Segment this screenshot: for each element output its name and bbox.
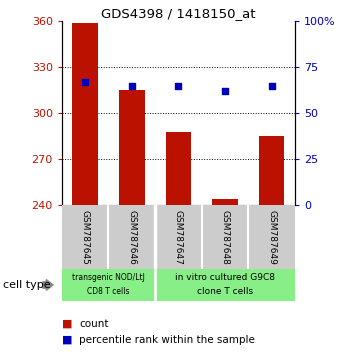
Text: GSM787649: GSM787649 [267, 210, 276, 265]
Title: GDS4398 / 1418150_at: GDS4398 / 1418150_at [101, 7, 256, 20]
Bar [72, 23, 98, 205]
Bar [259, 136, 284, 205]
Bar [119, 90, 144, 205]
Text: GSM787647: GSM787647 [174, 210, 183, 265]
Text: in vitro cultured G9C8: in vitro cultured G9C8 [175, 273, 275, 282]
Text: ■: ■ [62, 319, 72, 329]
Text: clone T cells: clone T cells [197, 287, 253, 297]
Text: GSM787645: GSM787645 [81, 210, 90, 265]
Text: GSM787648: GSM787648 [221, 210, 229, 265]
Text: cell type: cell type [3, 280, 51, 290]
Point [222, 88, 228, 94]
Text: transgenic NOD/LtJ: transgenic NOD/LtJ [72, 273, 145, 282]
Point [82, 79, 88, 85]
Bar [212, 199, 238, 205]
Point [176, 83, 181, 88]
Point [129, 83, 134, 88]
Bar [166, 132, 191, 205]
Text: GSM787646: GSM787646 [127, 210, 136, 265]
Text: CD8 T cells: CD8 T cells [87, 287, 130, 297]
Text: ■: ■ [62, 335, 72, 344]
Point [269, 83, 274, 88]
Text: count: count [79, 319, 108, 329]
Text: percentile rank within the sample: percentile rank within the sample [79, 335, 255, 344]
